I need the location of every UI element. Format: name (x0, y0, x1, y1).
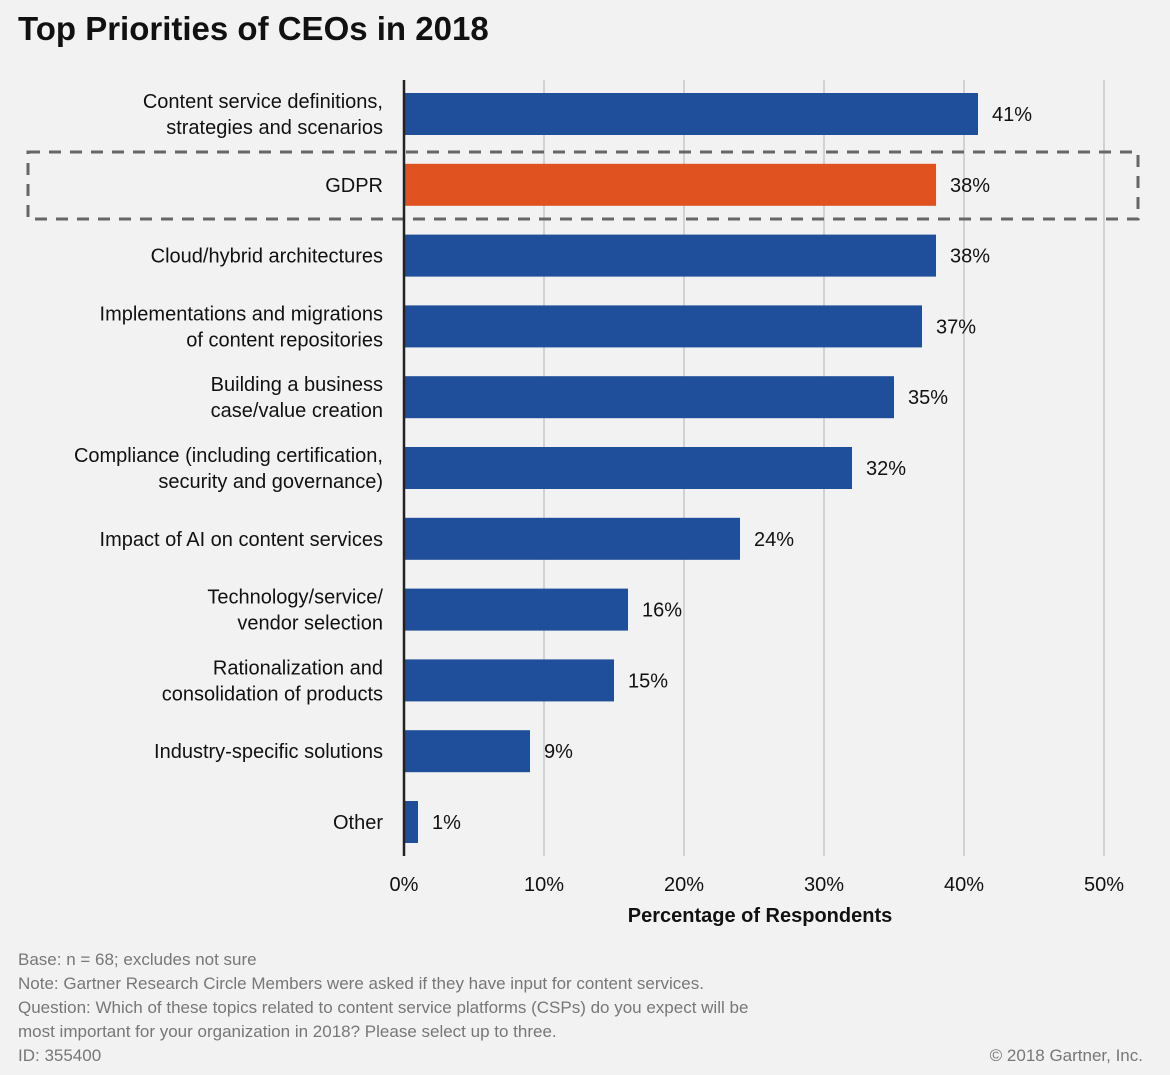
footer-line: Note: Gartner Research Circle Members we… (18, 974, 704, 993)
value-label: 35% (908, 387, 948, 409)
x-tick-label: 20% (664, 874, 704, 896)
x-tick-labels: 0% 10% 20% 30% 40% 50% (390, 874, 1125, 896)
x-tick-label: 50% (1084, 874, 1124, 896)
value-label: 38% (950, 246, 990, 268)
value-label: 1% (432, 812, 461, 834)
bars: 41% 38% 38% 37% 35% 32% 24% 16% 15% 9% 1% (404, 93, 1032, 843)
bar (404, 801, 418, 843)
value-label: 9% (544, 741, 573, 763)
footer-line: ID: 355400 (18, 1046, 101, 1065)
chart-title: Top Priorities of CEOs in 2018 (18, 10, 489, 47)
category-label: Building a business case/value creation (211, 374, 383, 422)
bar (404, 659, 614, 702)
value-label: 15% (628, 670, 668, 692)
category-label: Content service definitions, strategies a… (143, 91, 383, 139)
x-tick-label: 0% (390, 874, 419, 896)
bar (404, 517, 740, 560)
category-label: GDPR (325, 175, 383, 197)
bar (404, 376, 894, 419)
x-axis-title: Percentage of Respondents (628, 905, 893, 927)
highlight-box (26, 150, 1140, 221)
copyright: © 2018 Gartner, Inc. (990, 1046, 1143, 1065)
category-labels: Content service definitions, strategies a… (74, 91, 383, 834)
x-tick-label: 40% (944, 874, 984, 896)
category-label: Industry-specific solutions (154, 741, 383, 763)
footer-line: Base: n = 68; excludes not sure (18, 950, 257, 969)
footer-line: most important for your organization in … (18, 1022, 557, 1041)
category-label: Impact of AI on content services (100, 529, 383, 551)
category-label: Other (333, 812, 383, 834)
bar (404, 730, 530, 773)
bar (404, 305, 922, 348)
bar (404, 93, 978, 135)
value-label: 38% (950, 175, 990, 197)
footer-notes: Base: n = 68; excludes not sure Note: Gar… (18, 950, 748, 1065)
bar (404, 163, 936, 206)
value-label: 37% (936, 316, 976, 338)
x-tick-label: 30% (804, 874, 844, 896)
category-label: Compliance (including certification, secu… (74, 445, 383, 493)
x-tick-label: 10% (524, 874, 564, 896)
category-label: Rationalization and consolidation of prod… (162, 657, 383, 705)
value-label: 24% (754, 529, 794, 551)
value-label: 16% (642, 600, 682, 622)
footer-line: Question: Which of these topics related … (18, 998, 748, 1017)
category-label: Technology/service/vendor selection (207, 587, 383, 635)
bar (404, 447, 852, 489)
value-label: 32% (866, 458, 906, 480)
category-label: Cloud/hybrid architectures (151, 246, 383, 268)
bar (404, 234, 936, 277)
value-label: 41% (992, 104, 1032, 126)
category-label: Implementations and migrations of content… (100, 303, 383, 351)
bar (404, 588, 628, 631)
